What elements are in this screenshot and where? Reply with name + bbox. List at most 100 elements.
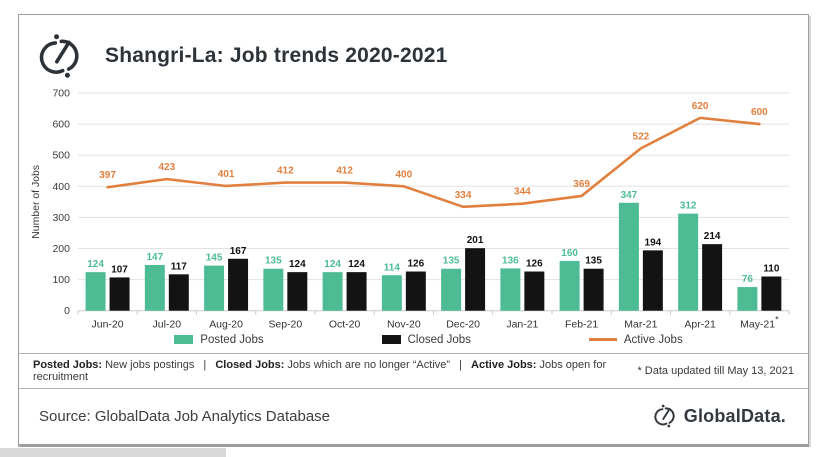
- globaldata-compass-icon: [654, 404, 678, 428]
- x-tick-label: Jul-20: [153, 320, 182, 331]
- x-tick-label: Apr-21: [684, 320, 716, 331]
- bar-closed-jobs: [346, 272, 367, 311]
- data-label-posted-jobs: 124: [87, 259, 104, 270]
- closed-jobs-swatch: [381, 335, 401, 345]
- posted-jobs-term: Posted Jobs:: [33, 358, 103, 371]
- bar-posted-jobs: [85, 272, 106, 311]
- closed-jobs-definition: Jobs which are no longer “Active”: [287, 358, 451, 371]
- y-tick-label: 0: [64, 306, 70, 317]
- data-label-active-jobs: 522: [633, 131, 650, 142]
- x-tick-label: Sep-20: [268, 320, 302, 331]
- footnote-bar: Posted Jobs: New jobs postings | Closed J…: [19, 352, 808, 389]
- data-label-closed-jobs: 201: [467, 235, 484, 246]
- active-jobs-swatch: [588, 338, 617, 342]
- y-tick-label: 500: [52, 151, 70, 162]
- bar-posted-jobs: [322, 272, 343, 311]
- x-tick-label: Mar-21: [624, 320, 657, 331]
- bar-posted-jobs: [381, 275, 402, 311]
- legend-label-posted-jobs: Posted Jobs: [200, 333, 264, 346]
- brand-name: GlobalData.: [683, 405, 786, 426]
- data-label-closed-jobs: 214: [704, 231, 721, 242]
- y-tick-label: 300: [52, 213, 70, 224]
- data-label-active-jobs: 401: [218, 169, 235, 180]
- legend-item-posted-jobs: Posted Jobs: [174, 333, 264, 346]
- data-label-posted-jobs: 145: [206, 253, 223, 264]
- bar-closed-jobs: [642, 250, 663, 311]
- bottom-edge-strip: [0, 448, 226, 457]
- x-tick-label: Oct-20: [329, 320, 361, 331]
- data-label-closed-jobs: 107: [111, 264, 128, 275]
- bar-closed-jobs: [524, 271, 545, 311]
- report-header: Shangri-La: Job trends 2020-2021: [19, 15, 808, 81]
- bar-closed-jobs: [702, 244, 723, 311]
- data-label-closed-jobs: 135: [585, 256, 602, 267]
- bar-posted-jobs: [500, 268, 521, 311]
- x-tick-label: Jun-20: [92, 320, 124, 331]
- active-jobs-term: Active Jobs:: [471, 358, 537, 371]
- posted-jobs-swatch: [174, 335, 194, 345]
- data-label-closed-jobs: 124: [289, 259, 306, 270]
- chart-legend: Posted Jobs Closed Jobs Active Jobs: [19, 333, 808, 353]
- bar-closed-jobs: [287, 272, 308, 311]
- job-trends-chart: 0 100 200 300 400 500 600 700 Number of Jobs 124 1…: [31, 88, 790, 331]
- series-definitions: Posted Jobs: New jobs postings | Closed J…: [33, 359, 637, 383]
- data-label-closed-jobs: 167: [230, 246, 247, 257]
- data-label-closed-jobs: 126: [526, 259, 543, 270]
- legend-label-closed-jobs: Closed Jobs: [407, 333, 471, 346]
- data-label-posted-jobs: 147: [147, 252, 164, 263]
- y-tick-label: 100: [52, 275, 70, 286]
- y-tick-label: 700: [52, 88, 70, 99]
- data-label-active-jobs: 369: [573, 179, 590, 190]
- bar-posted-jobs: [441, 268, 462, 311]
- data-label-active-jobs: 600: [751, 107, 768, 118]
- y-tick-label: 200: [52, 244, 70, 255]
- posted-jobs-definition: New jobs postings: [105, 358, 195, 371]
- bar-closed-jobs: [168, 274, 189, 311]
- x-tick-label: Jan-21: [506, 320, 538, 331]
- data-label-active-jobs: 397: [99, 170, 116, 181]
- active-jobs-line: [106, 116, 761, 209]
- chart-area: 0 100 200 300 400 500 600 700 Number of Jobs 124 1…: [19, 81, 808, 333]
- data-label-active-jobs: 620: [692, 101, 709, 112]
- bar-posted-jobs: [263, 268, 284, 311]
- report-card: Shangri-La: Job trends 2020-2021 0 100 200…: [18, 14, 809, 445]
- bar-closed-jobs: [109, 277, 130, 311]
- x-tick-label: Dec-20: [446, 320, 480, 331]
- x-tick-label: Nov-20: [387, 320, 421, 331]
- x-tick-label: May-21*: [740, 315, 779, 331]
- data-label-posted-jobs: 135: [443, 256, 460, 267]
- y-tick-label: 400: [52, 182, 70, 193]
- globaldata-compass-icon: [39, 33, 85, 79]
- x-tick-label: Feb-21: [565, 320, 598, 331]
- bar-posted-jobs: [678, 213, 699, 311]
- data-label-closed-jobs: 110: [763, 263, 780, 274]
- data-label-posted-jobs: 312: [680, 201, 697, 212]
- bar-closed-jobs: [405, 271, 426, 311]
- data-label-closed-jobs: 117: [171, 261, 188, 272]
- bar-closed-jobs: [761, 276, 782, 311]
- data-label-closed-jobs: 124: [348, 259, 365, 270]
- data-label-posted-jobs: 347: [621, 190, 638, 201]
- legend-item-active-jobs: Active Jobs: [588, 334, 683, 346]
- data-label-posted-jobs: 114: [384, 262, 401, 273]
- bar-closed-jobs: [465, 248, 486, 311]
- bar-posted-jobs: [144, 264, 165, 311]
- data-label-closed-jobs: 194: [645, 237, 662, 248]
- bar-closed-jobs: [583, 268, 604, 311]
- data-label-active-jobs: 412: [336, 166, 353, 177]
- brand-logo: GlobalData.: [654, 404, 786, 428]
- bar-closed-jobs: [228, 258, 249, 311]
- data-label-posted-jobs: 135: [265, 256, 282, 267]
- footer-bar: Source: GlobalData Job Analytics Databas…: [19, 389, 808, 444]
- closed-jobs-term: Closed Jobs:: [215, 358, 285, 371]
- y-axis-title: Number of Jobs: [31, 165, 42, 239]
- data-label-active-jobs: 423: [159, 162, 176, 173]
- definition-separator: |: [459, 358, 462, 371]
- data-label-active-jobs: 334: [455, 190, 472, 201]
- data-label-active-jobs: 400: [396, 169, 413, 180]
- active-jobs-definition: Jobs open for recruitment: [33, 358, 607, 383]
- bar-posted-jobs: [559, 260, 580, 311]
- source-text: Source: GlobalData Job Analytics Databas…: [39, 407, 330, 425]
- data-updated-note: * Data updated till May 13, 2021: [637, 364, 794, 377]
